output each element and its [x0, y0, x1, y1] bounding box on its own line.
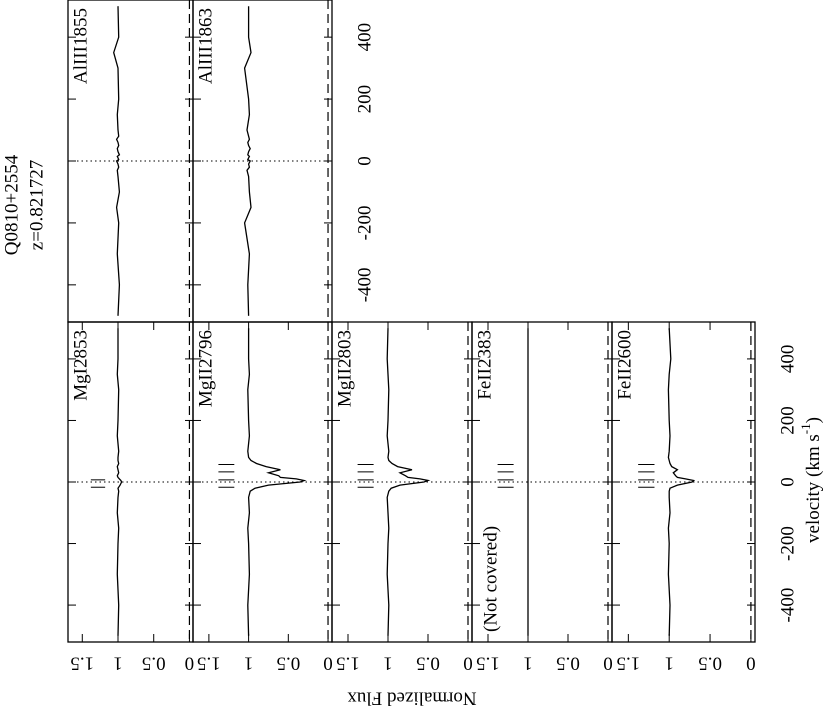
line-label: MgII2803: [334, 330, 355, 407]
line-label: MgI2853: [70, 330, 91, 401]
flux-tick-label: 0.5: [416, 653, 440, 674]
velocity-tick-label: -400: [354, 267, 375, 302]
flux-tick-label: 1: [113, 653, 123, 674]
velocity-tick-label: 400: [777, 345, 798, 374]
flux-tick-label: 0.5: [142, 653, 166, 674]
x-label-end: ): [803, 417, 824, 423]
spectrum: [243, 6, 252, 316]
line-label: MgII2796: [195, 330, 216, 407]
figure-title: Q0810+2554: [1, 154, 22, 255]
line-label: AlIII1855: [70, 8, 91, 84]
flux-tick-label: 0: [746, 653, 756, 674]
flux-tick-label: 1.5: [70, 653, 94, 674]
velocity-tick-label: 0: [777, 477, 798, 487]
spectrum: [116, 328, 123, 636]
y-axis-label: Normalized Flux: [347, 688, 477, 709]
flux-tick-label: 0.5: [698, 653, 722, 674]
flux-tick-label: 0: [463, 653, 473, 674]
flux-tick-label: 1: [664, 653, 674, 674]
flux-tick-label: 0.5: [556, 653, 580, 674]
velocity-tick-label: -200: [777, 526, 798, 561]
spectrum: [113, 6, 121, 316]
x-label-sup: -1: [798, 423, 813, 434]
line-label: FeII2600: [614, 330, 635, 400]
spectrum: [667, 328, 696, 636]
figure-subtitle: z=0.821727: [26, 160, 47, 250]
flux-tick-label: 0.5: [276, 653, 300, 674]
flux-tick-label: 1.5: [197, 653, 221, 674]
flux-tick-label: 1: [244, 653, 254, 674]
velocity-tick-label: 400: [354, 23, 375, 52]
velocity-tick-label: 0: [354, 156, 375, 166]
flux-tick-label: 1.5: [616, 653, 640, 674]
velocity-tick-label: -200: [354, 206, 375, 241]
flux-tick-label: 1: [523, 653, 533, 674]
flux-tick-label: 0: [603, 653, 613, 674]
x-label-text: velocity (km s: [803, 434, 824, 543]
line-label: FeII2383: [474, 330, 495, 400]
spectrum: [247, 328, 307, 636]
annotation: (Not covered): [480, 526, 501, 632]
line-label: AlIII1863: [195, 8, 216, 84]
flux-tick-label: 1.5: [336, 653, 360, 674]
spectrum: [386, 328, 431, 636]
flux-tick-label: 0: [323, 653, 333, 674]
velocity-tick-label: 200: [777, 406, 798, 435]
flux-tick-label: 0: [185, 653, 195, 674]
x-axis-label: velocity (km s-1): [798, 417, 824, 543]
flux-tick-label: 1: [383, 653, 393, 674]
velocity-tick-label: -400: [777, 588, 798, 623]
flux-tick-label: 1.5: [476, 653, 500, 674]
velocity-tick-label: 200: [354, 85, 375, 114]
